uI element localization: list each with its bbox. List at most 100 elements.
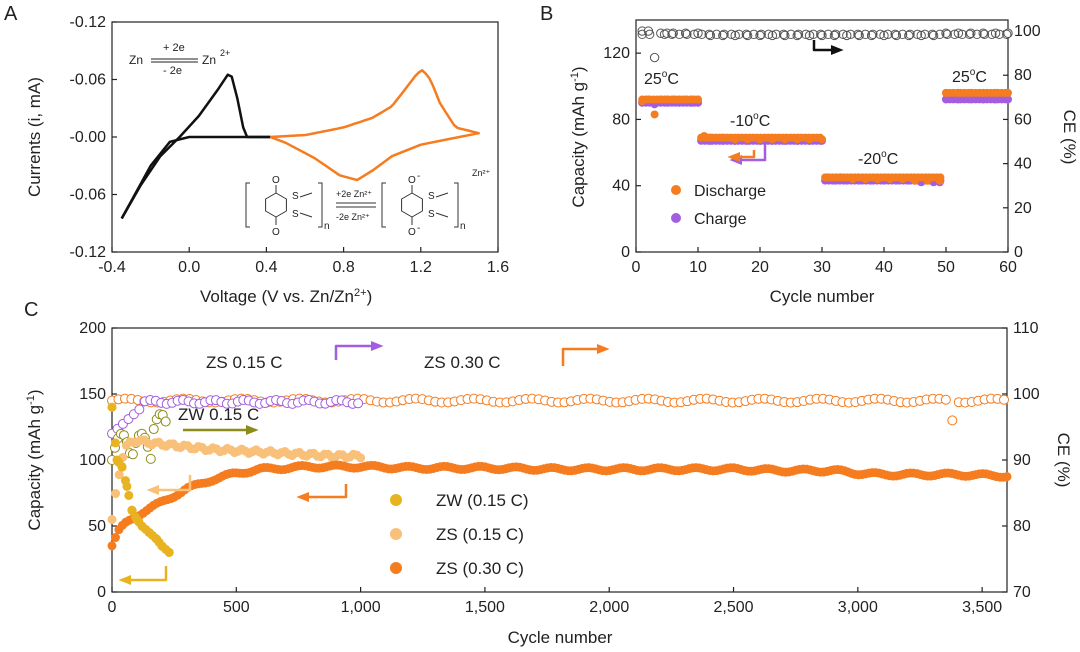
a-y-tick-label: -0.12 [70,244,107,261]
c-arrow-zw-cap-line [122,566,168,582]
c-arrow-zw-cap [118,566,168,585]
b-ce-point [682,29,692,40]
c-zs030-point [110,533,120,543]
b-ce-point [778,29,789,40]
b-ce-point [964,29,975,40]
b-ce-point [771,29,781,40]
c-y-tick-label: 50 [88,518,106,535]
scheme-left-o-top: O [272,175,280,186]
b-ce-point [920,29,930,40]
c-arrow-zs015 [334,341,384,360]
c-label-zs030: ZS 0.30 C [424,353,501,372]
c-zw-point [120,476,130,486]
b-x-tick-label: 60 [999,259,1017,276]
svg-text:Zn: Zn [129,53,143,67]
a-y-tick-label: -0.06 [70,72,107,89]
b-charge-arrow [729,143,767,165]
c-arrow-zs030-line [561,347,606,366]
b-x-tick-label: 50 [937,259,955,276]
c-arrow-zs015-line [334,344,380,360]
b-temp-label: -10oC [730,111,770,130]
b-ce-point [838,29,848,40]
scheme-right-ring [401,192,423,218]
b-ce-point [726,29,737,40]
b-y2-tick-label: 80 [1014,67,1032,84]
b-ce-point [763,29,774,40]
scheme-right-neg-bottom: - [417,223,420,234]
b-ce-point [897,29,908,40]
b-ce-point [942,29,952,40]
c-arrow-zs030-cap [296,484,348,502]
c-zs015-point [107,514,117,524]
b-ce-point [830,29,841,40]
b-ce-point [972,29,982,40]
b-ce-point [853,29,863,40]
scheme-left-s-top: S [292,191,299,202]
b-y2-tick-label: 20 [1014,200,1032,217]
b-ce-point [890,29,900,40]
b-legend-charge-label: Charge [694,211,747,228]
b-ce-point [927,29,938,40]
c-y2-tick-label: 90 [1013,452,1031,469]
c-x-tick-label: 3,500 [962,599,1002,616]
b-x-tick-label: 30 [813,259,831,276]
c-zw-point [107,402,117,412]
c-arrow-zs015-cap [146,475,192,495]
c-zs015-point [114,470,124,480]
b-y2-tick-label: 0 [1014,244,1023,261]
b-ce-point [756,29,766,40]
c-arrow-zw015 [183,425,259,435]
c-arrow-zw-cap-head [118,575,131,585]
c-x-tick-label: 1,500 [465,599,505,616]
b-charge-point [1001,95,1010,104]
c-ce-zw-point [127,449,138,460]
scheme-left-ring [265,192,287,218]
c-zw-point [164,547,174,557]
scheme-left-subscript-n: n [324,221,330,232]
zn-cv-return [120,135,271,220]
b-ce-point [786,29,796,40]
b-ce-point [674,29,685,40]
panel-b-y2-label: CE (%) [1060,110,1079,165]
a-x-tick-label: 0.0 [178,259,200,276]
b-discharge-point [936,173,945,182]
b-ce-point [719,29,729,40]
a-y-tick-label: -0.06 [70,187,107,204]
b-ce-point [823,29,833,40]
c-y-tick-label: 0 [97,584,106,601]
c-x-tick-label: 500 [223,599,250,616]
b-ce-point [649,52,660,63]
b-discharge-arrow [727,150,756,162]
b-ce-point [987,29,997,40]
svg-text:Zn: Zn [202,53,216,67]
c-x-tick-label: 0 [108,599,117,616]
b-temp-label: 25oC [952,67,987,86]
panel-b-x-label: Cycle number [770,287,875,306]
c-legend-label-1: ZS (0.15 C) [436,525,524,544]
panel-c-legend: ZW (0.15 C) ZS (0.15 C) ZS (0.30 C) [390,491,529,578]
b-legend-charge-marker [671,213,681,223]
b-ce-point [644,29,655,40]
panel-b-legend: Discharge Charge [671,183,766,228]
b-discharge-point [1001,88,1010,97]
a-y-tick-label: -0.12 [70,14,107,31]
b-ce-point [860,29,871,40]
b-temp-label: 25oC [644,69,679,88]
b-y-tick-label: 40 [612,178,630,195]
panel-c-ticks: 0 500 1,000 1,500 2,000 2,500 3,000 3,500 0 50 100… [79,320,1040,616]
b-y-tick-label: 120 [603,45,630,62]
scheme-right-subscript-n: n [460,221,466,232]
svg-text:+ 2e: + 2e [163,42,185,54]
b-ce-point [994,29,1005,40]
b-charge-arrow-line [733,143,767,162]
panel-b-y-label: Capacity (mAh g-1) [569,66,588,207]
c-arrow-zs030-head [597,344,610,354]
b-legend-discharge-marker [671,185,681,195]
b-ce-point [711,29,722,40]
panel-c-x-label: Cycle number [508,628,613,647]
c-label-zw015: ZW 0.15 C [178,405,259,424]
b-ce-point [905,29,915,40]
a-y-tick-label: -0.00 [70,129,107,146]
b-ce-point [912,29,923,40]
